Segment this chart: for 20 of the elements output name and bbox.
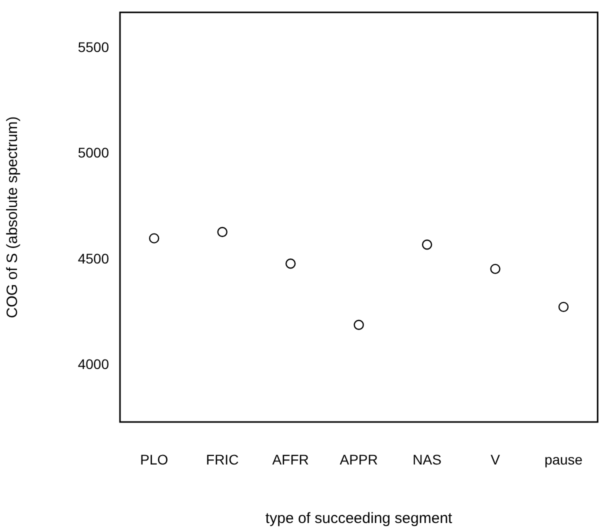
point [354,320,364,330]
point [217,226,228,238]
x-tick-label: APPR [340,451,378,468]
point [558,302,569,312]
y-tick-label: 4500 [78,250,110,266]
y-tick-label: 5500 [78,39,110,56]
point [285,258,296,269]
y-axis-title: COG of S (absolute spectrum) [4,116,22,318]
x-tick-label: AFFR [272,451,309,468]
point [422,240,432,250]
point [149,233,160,244]
x-tick-label: NAS [412,451,442,468]
x-axis-title: type of succeeding segment [265,510,454,528]
x-tick-label: FRIC [206,451,239,468]
x-tick-label: pause [544,451,583,468]
point [490,264,500,274]
y-tick-label: 5000 [78,144,110,161]
x-tick-label: PLO [140,451,168,468]
x-tick-label: V [490,451,501,468]
y-tick-label: 4000 [78,356,110,372]
